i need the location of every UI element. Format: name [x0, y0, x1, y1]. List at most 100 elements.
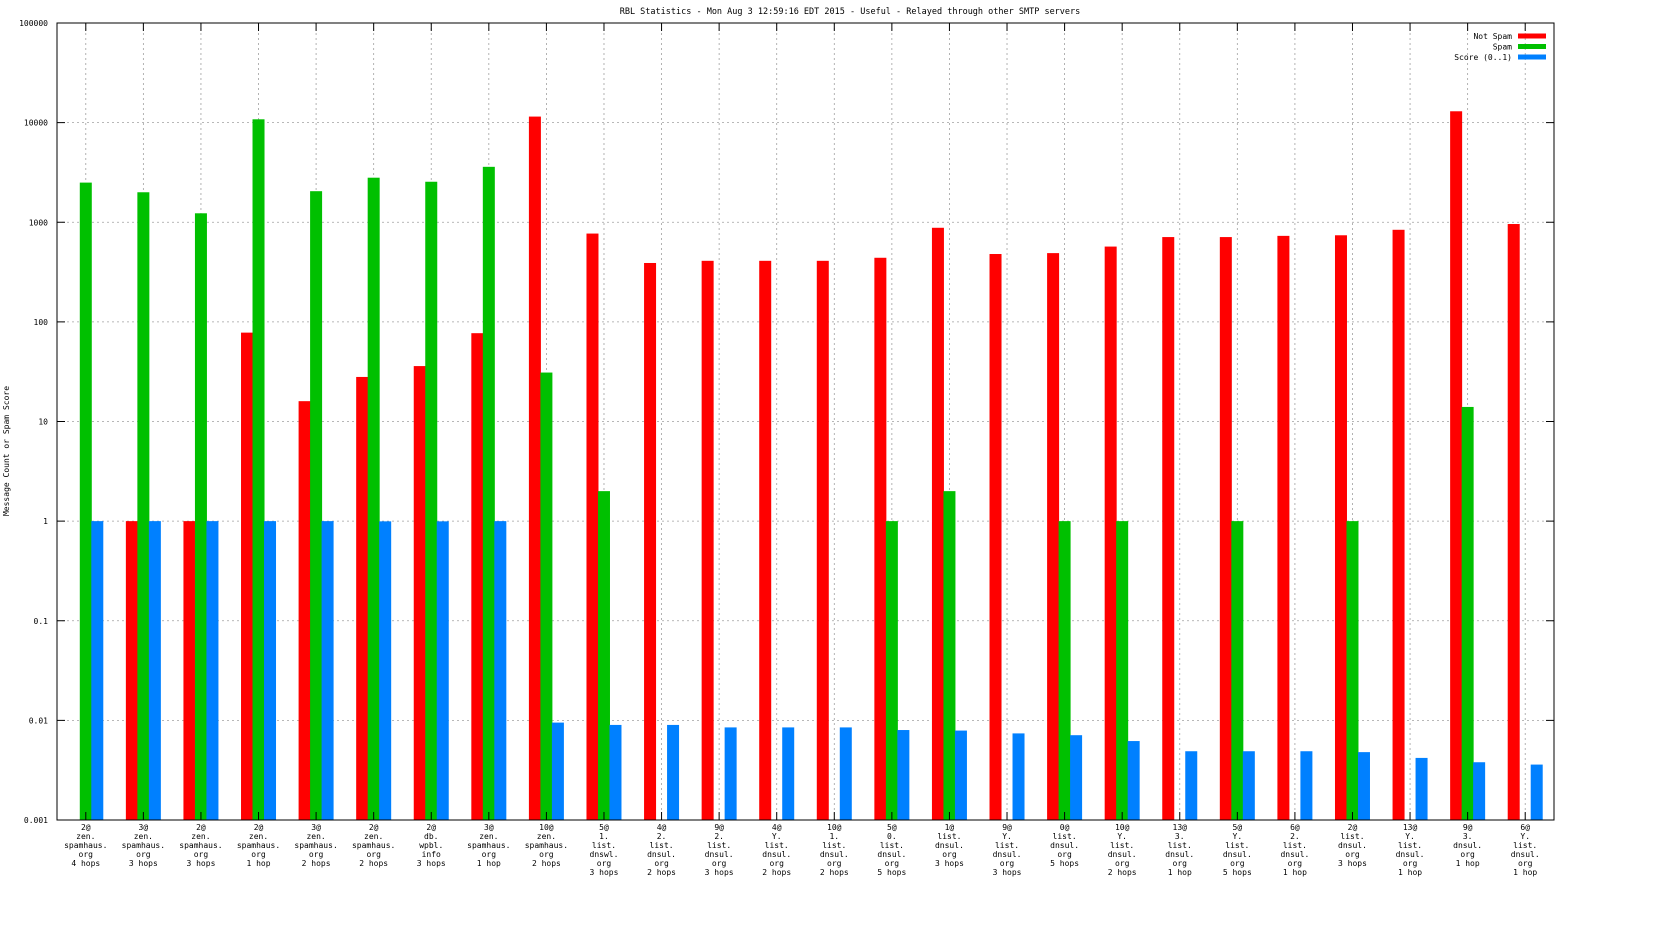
bar-score-0-1	[1473, 762, 1486, 820]
x-tick-label-line: org	[136, 850, 151, 859]
bar-score-0-1	[724, 727, 737, 820]
x-tick-label-line: zen.	[364, 832, 383, 841]
bar-not-spam	[528, 116, 541, 820]
x-tick-label-line: spamhaus.	[64, 841, 107, 850]
x-tick-label-line: list.	[937, 832, 961, 841]
x-tick-label-line: wpbl.	[419, 841, 443, 850]
bar-spam	[310, 191, 323, 820]
x-tick-label-line: dnsul.	[1338, 841, 1367, 850]
x-tick-label-line: 2 hops	[1108, 868, 1137, 877]
x-tick-label-line: Y.	[1002, 832, 1012, 841]
x-tick-label-line: 1 hop	[1456, 859, 1480, 868]
x-tick-label-line: 1 hop	[1283, 868, 1307, 877]
y-tick-label: 0.001	[24, 816, 48, 825]
x-tick-label-line: dnsul.	[705, 850, 734, 859]
x-tick-label-line: zen.	[306, 832, 325, 841]
x-tick-label-line: spamhaus.	[179, 841, 222, 850]
x-tick-label-line: list.	[1398, 841, 1422, 850]
x-tick-label-line: spamhaus.	[525, 841, 568, 850]
y-tick-label: 0.1	[34, 617, 49, 626]
x-tick-label-line: dnsul.	[647, 850, 676, 859]
x-tick-label-line: list.	[707, 841, 731, 850]
x-tick-label-line: 0.	[887, 832, 897, 841]
bar-score-0-1	[1357, 752, 1370, 820]
x-tick-label-line: 6@	[1520, 823, 1530, 832]
bar-spam	[1231, 521, 1244, 820]
bar-spam	[367, 177, 380, 820]
x-tick-label-line: org	[1115, 859, 1130, 868]
bar-score-0-1	[1127, 741, 1140, 820]
x-tick-label-line: 2@	[254, 823, 264, 832]
bar-not-spam	[1507, 224, 1520, 820]
bar-score-0-1	[1415, 757, 1428, 820]
bar-score-0-1	[321, 521, 334, 820]
x-tick-label-line: org	[1230, 859, 1245, 868]
bar-spam	[943, 491, 956, 820]
x-tick-label-line: 3 hops	[186, 859, 215, 868]
x-tick-label-line: org	[597, 859, 612, 868]
x-tick-label-line: list.	[1168, 841, 1192, 850]
x-tick-label-line: 1 hop	[477, 859, 501, 868]
y-tick-label: 100	[34, 318, 49, 327]
x-tick-label-line: dnsul.	[1453, 841, 1482, 850]
x-tick-label-line: zen.	[134, 832, 153, 841]
legend-swatch	[1518, 33, 1546, 39]
x-tick-label-line: org	[712, 859, 727, 868]
x-tick-label-line: 3@	[311, 823, 321, 832]
x-tick-label-line: 4@	[772, 823, 782, 832]
x-tick-label-line: 2 hops	[820, 868, 849, 877]
x-tick-label-line: org	[539, 850, 554, 859]
x-tick-label-line: dnsul.	[877, 850, 906, 859]
bar-spam	[482, 166, 495, 820]
bar-spam	[597, 491, 610, 820]
x-tick-label-line: 3 hops	[993, 868, 1022, 877]
bar-score-0-1	[1300, 751, 1313, 820]
legend-label: Spam	[1493, 43, 1512, 52]
bar-not-spam	[816, 260, 829, 820]
bar-score-0-1	[1242, 751, 1255, 820]
x-tick-label-line: Y.	[1233, 832, 1243, 841]
bar-spam	[194, 213, 207, 820]
x-tick-label-line: 5@	[1233, 823, 1243, 832]
y-axis-label: Message Count or Spam Score	[2, 386, 11, 516]
bar-not-spam	[1334, 235, 1347, 821]
y-tick-label: 1	[43, 517, 48, 526]
x-tick-label-line: 2 hops	[359, 859, 388, 868]
x-tick-label-line: 1.	[829, 832, 839, 841]
bar-not-spam	[413, 366, 426, 820]
x-tick-label-line: org	[309, 850, 324, 859]
x-tick-label-line: 2 hops	[762, 868, 791, 877]
legend-label: Not Spam	[1473, 32, 1512, 41]
bar-score-0-1	[148, 521, 161, 820]
x-tick-label-line: 5@	[887, 823, 897, 832]
x-tick-label-line: org	[1518, 859, 1533, 868]
x-tick-label-line: 1@	[945, 823, 955, 832]
bar-not-spam	[1162, 237, 1175, 821]
x-tick-label-line: dnsul.	[1396, 850, 1425, 859]
x-tick-label-line: 0@	[1060, 823, 1070, 832]
x-tick-label-line: dnswl.	[590, 850, 619, 859]
bar-spam	[1058, 521, 1071, 820]
x-tick-label-line: org	[1288, 859, 1303, 868]
x-tick-label-line: org	[1000, 859, 1015, 868]
x-tick-label-line: list.	[650, 841, 674, 850]
bar-score-0-1	[1185, 751, 1198, 820]
x-tick-label-line: 6@	[1290, 823, 1300, 832]
x-tick-label-line: 3.	[1463, 832, 1473, 841]
x-tick-label-line: 13@	[1403, 823, 1418, 832]
bar-score-0-1	[91, 521, 104, 820]
x-tick-label-line: Y.	[1405, 832, 1415, 841]
bar-spam	[540, 372, 553, 820]
x-tick-label-line: org	[769, 859, 784, 868]
x-tick-label-line: zen.	[479, 832, 498, 841]
x-tick-label-line: list.	[1053, 832, 1077, 841]
bar-score-0-1	[379, 521, 392, 820]
x-tick-label-line: org	[1057, 850, 1072, 859]
legend-label: Score (0..1)	[1454, 53, 1512, 62]
x-tick-label-line: 3@	[139, 823, 149, 832]
x-tick-label-line: org	[482, 850, 497, 859]
x-tick-label-line: 3 hops	[705, 868, 734, 877]
x-tick-label-line: 10@	[1115, 823, 1130, 832]
